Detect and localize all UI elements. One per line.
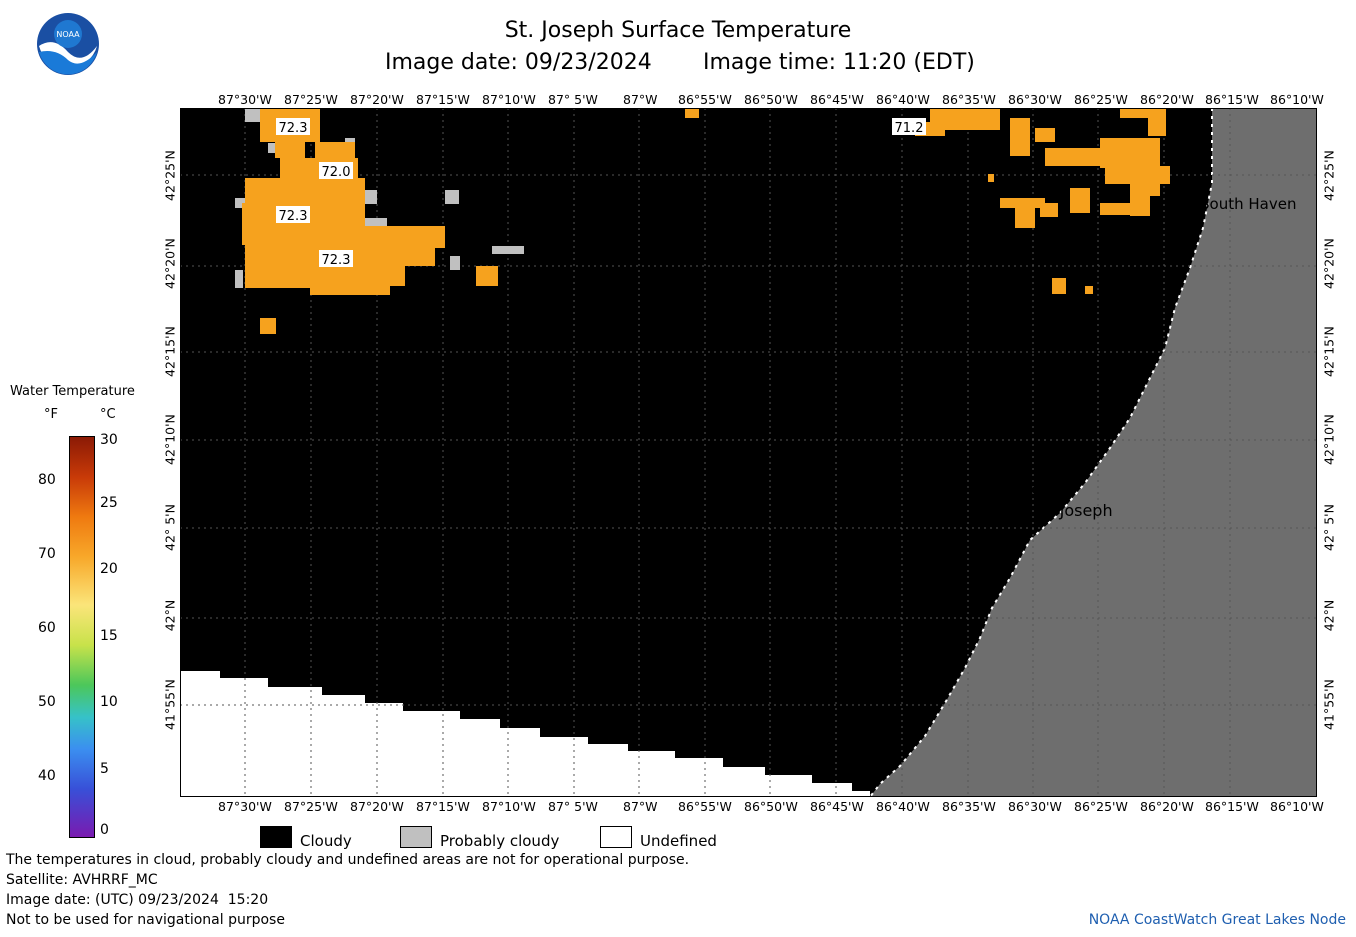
lon-tick: 87°15'W: [416, 92, 470, 107]
lon-tick: 86°10'W: [1270, 92, 1324, 107]
lon-tick: 87°W: [623, 799, 658, 814]
c-tick: 10: [100, 694, 118, 710]
lat-tick: 42°N: [1321, 599, 1337, 632]
lon-tick: 86°20'W: [1140, 92, 1194, 107]
lat-tick: 42°10'N: [162, 414, 178, 465]
lon-tick: 87°20'W: [350, 799, 404, 814]
south-haven-label: South Haven: [1200, 195, 1296, 213]
lon-tick: 87° 5'W: [548, 799, 598, 814]
shoreline: [869, 108, 1213, 797]
credit-line: NOAA CoastWatch Great Lakes Node: [1088, 912, 1346, 928]
f-tick: 40: [38, 768, 56, 784]
noaa-logo: NOAA: [37, 13, 99, 75]
lon-tick: 87°30'W: [218, 92, 272, 107]
c-tick: 5: [100, 761, 109, 777]
lon-tick: 86°50'W: [744, 92, 798, 107]
lat-tick: 42°20'N: [1321, 238, 1337, 289]
temp-label-5: 71.2: [895, 121, 924, 136]
f-tick: 60: [38, 620, 56, 636]
lon-tick: 86°10'W: [1270, 799, 1324, 814]
lat-tick: 42°15'N: [162, 326, 178, 377]
c-tick: 15: [100, 628, 118, 644]
lon-tick: 86°35'W: [942, 799, 996, 814]
map-area: 72.3 72.0 72.3 72.3 71.2 South Haven St.…: [180, 108, 1317, 797]
lon-tick: 86°50'W: [744, 799, 798, 814]
undefined-area: [180, 671, 870, 797]
undefined-swatch: [600, 826, 632, 848]
lon-tick: 87° 5'W: [548, 92, 598, 107]
temp-label-3: 72.3: [279, 209, 308, 224]
lat-tick: 42°10'N: [1321, 414, 1337, 465]
temperature-labels: 72.3 72.0 72.3 72.3 71.2: [276, 118, 926, 268]
south-haven-marker: [1190, 185, 1200, 195]
lon-tick: 86°35'W: [942, 92, 996, 107]
lon-tick: 87°15'W: [416, 799, 470, 814]
lat-tick: 41°55'N: [1321, 679, 1337, 730]
f-tick: 70: [38, 546, 56, 562]
image-time: Image time: 11:20 (EDT): [703, 50, 975, 75]
lon-tick: 86°15'W: [1205, 92, 1259, 107]
probably-cloudy-swatch: [400, 826, 432, 848]
lon-tick: 86°45'W: [810, 92, 864, 107]
logo-text: NOAA: [56, 30, 80, 39]
undefined-key-label: Undefined: [640, 832, 717, 850]
c-tick: 20: [100, 561, 118, 577]
cloudy-key-label: Cloudy: [300, 832, 352, 850]
lon-tick: 86°40'W: [876, 92, 930, 107]
navigation-warning: Not to be used for navigational purpose: [6, 912, 285, 928]
map-frame: [180, 108, 1317, 797]
lon-tick: 87°W: [623, 92, 658, 107]
lat-tick: 41°55'N: [162, 679, 178, 730]
satellite-line: Satellite: AVHRRF_MC: [6, 872, 158, 888]
lat-tick: 42°15'N: [1321, 326, 1337, 377]
land-michigan: [870, 108, 1317, 797]
legend-unit-c: °C: [100, 407, 116, 422]
f-tick: 80: [38, 472, 56, 488]
temp-label-4: 72.3: [322, 253, 351, 268]
c-tick: 25: [100, 495, 118, 511]
lat-tick: 42° 5'N: [162, 504, 178, 551]
lon-tick: 86°20'W: [1140, 799, 1194, 814]
legend-unit-f: °F: [44, 407, 58, 422]
st-joseph-label: St. Joseph: [1033, 501, 1113, 520]
lon-tick: 86°15'W: [1205, 799, 1259, 814]
lon-tick: 87°25'W: [284, 92, 338, 107]
lon-tick: 86°40'W: [876, 799, 930, 814]
c-tick: 30: [100, 432, 118, 448]
lat-tick: 42°20'N: [162, 238, 178, 289]
legend-title: Water Temperature: [10, 384, 135, 399]
utc-date-line: Image date: (UTC) 09/23/2024 15:20: [6, 892, 269, 908]
probably-cloudy-key-label: Probably cloudy: [440, 832, 560, 850]
image-date: Image date: 09/23/2024: [385, 50, 652, 75]
map-title: St. Joseph Surface Temperature: [504, 18, 852, 43]
lon-tick: 86°55'W: [678, 799, 732, 814]
cloudy-swatch: [260, 826, 292, 848]
lon-tick: 86°45'W: [810, 799, 864, 814]
c-tick: 0: [100, 822, 109, 838]
temp-label-2: 72.0: [322, 165, 351, 180]
lon-tick: 86°25'W: [1074, 92, 1128, 107]
f-tick: 50: [38, 694, 56, 710]
lon-tick: 87°10'W: [482, 92, 536, 107]
temp-label-1: 72.3: [279, 121, 308, 136]
disclaimer-line: The temperatures in cloud, probably clou…: [6, 852, 690, 868]
lon-tick: 86°30'W: [1008, 92, 1062, 107]
lat-tick: 42°N: [162, 599, 178, 632]
lat-tick: 42°25'N: [1321, 150, 1337, 201]
lon-tick: 87°20'W: [350, 92, 404, 107]
lon-tick: 87°10'W: [482, 799, 536, 814]
st-joseph-marker: [1032, 486, 1040, 494]
lat-tick: 42°25'N: [162, 150, 178, 201]
lon-tick: 86°25'W: [1074, 799, 1128, 814]
color-scale-bar: [69, 436, 95, 838]
lon-tick: 86°55'W: [678, 92, 732, 107]
lon-tick: 87°25'W: [284, 799, 338, 814]
lon-tick: 87°30'W: [218, 799, 272, 814]
lon-tick: 86°30'W: [1008, 799, 1062, 814]
lat-tick: 42° 5'N: [1321, 504, 1337, 551]
